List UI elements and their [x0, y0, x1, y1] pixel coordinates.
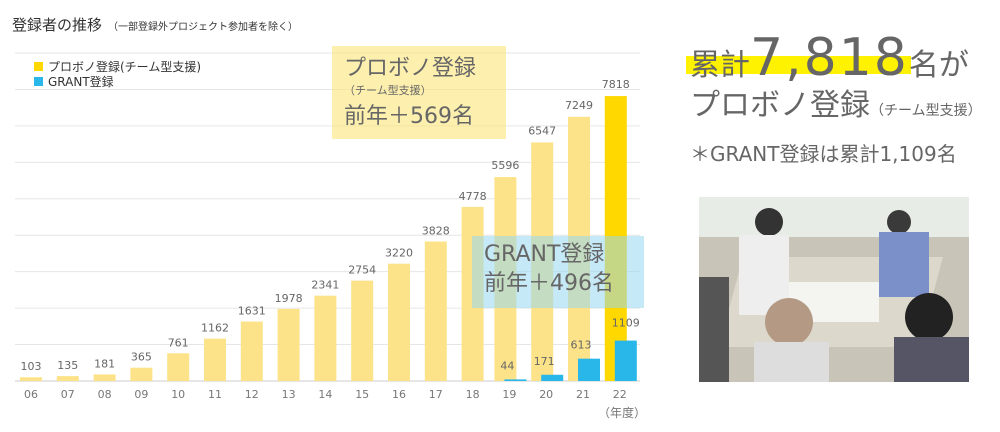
bar-probono [388, 263, 410, 381]
x-tick-label: 13 [282, 388, 296, 401]
subtitle: （一部登録外プロジェクト参加者を除く） [108, 22, 299, 33]
bar-grant [504, 379, 527, 381]
bar-grant [578, 358, 600, 381]
data-label-probono: 2341 [311, 279, 339, 292]
x-tick-label: 17 [429, 388, 443, 401]
data-label-grant: 1109 [612, 317, 640, 330]
data-label-grant: 44 [500, 359, 514, 372]
data-label-probono: 365 [131, 351, 152, 364]
data-label-grant: 171 [534, 355, 555, 368]
bar-grant [614, 340, 637, 381]
summary: 累計7,818名が プロボノ登録（チーム型支援） ＊GRANT登録は累計1,10… [686, 28, 982, 167]
summary-prefix: 累計 [690, 48, 750, 83]
callout-line: GRANT登録 [484, 242, 605, 267]
bar-probono [424, 241, 447, 381]
bar-probono [167, 353, 190, 381]
x-tick-label: 15 [355, 388, 369, 401]
workshop-photo [699, 197, 969, 382]
data-label-probono: 1631 [238, 305, 266, 318]
data-label-grant: 613 [571, 339, 592, 352]
bar-probono [240, 321, 263, 381]
data-label-probono: 2754 [348, 264, 376, 277]
grant-callout: GRANT登録 前年＋496名 [472, 236, 644, 308]
legend-item-probono: プロボノ登録(チーム型支援) [34, 60, 201, 75]
x-tick-label: 12 [245, 388, 259, 401]
legend: プロボノ登録(チーム型支援) GRANT登録 [34, 60, 201, 90]
x-tick-label: 11 [208, 388, 222, 401]
bar-probono [130, 367, 153, 381]
x-tick-label: 20 [539, 388, 553, 401]
data-label-probono: 3220 [385, 247, 413, 260]
summary-suffix: 名が [908, 48, 969, 83]
probono-callout: プロボノ登録 （チーム型支援） 前年＋569名 [332, 46, 506, 139]
data-label-probono: 7249 [565, 99, 593, 112]
x-tick-label: 08 [98, 388, 112, 401]
data-label-probono: 1978 [275, 292, 303, 305]
title-text: 登録者の推移 [12, 16, 103, 34]
x-tick-label: 18 [466, 388, 480, 401]
summary-note: （チーム型支援） [870, 103, 982, 119]
data-label-probono: 4778 [459, 190, 487, 203]
bar-probono [314, 295, 337, 381]
legend-item-grant: GRANT登録 [34, 75, 201, 90]
data-label-probono: 6547 [528, 124, 556, 137]
data-label-probono: 103 [21, 360, 42, 373]
data-label-probono: 761 [168, 336, 189, 349]
data-label-probono: 3828 [422, 224, 450, 237]
summary-total: 7,818 [750, 28, 909, 88]
data-label-probono: 5596 [491, 159, 519, 172]
data-label-probono: 7818 [602, 78, 630, 91]
x-tick-label: 21 [576, 388, 590, 401]
callout-line: 前年＋569名 [344, 104, 474, 129]
x-tick-label: 14 [318, 388, 332, 401]
bar-probono [93, 374, 116, 381]
callout-line: （チーム型支援） [344, 84, 432, 97]
bar-probono [56, 376, 79, 381]
bar-probono [277, 308, 300, 381]
chart-title: 登録者の推移 （一部登録外プロジェクト参加者を除く） [12, 14, 298, 35]
data-label-probono: 181 [94, 357, 115, 370]
x-tick-label: 07 [61, 388, 75, 401]
x-tick-label: 09 [134, 388, 148, 401]
x-unit-label: （年度） [598, 406, 647, 420]
summary-grant-total: ＊GRANT登録は累計1,109名 [690, 142, 957, 166]
data-label-probono: 135 [57, 359, 78, 372]
x-tick-label: 06 [24, 388, 38, 401]
x-tick-label: 19 [502, 388, 516, 401]
x-tick-label: 16 [392, 388, 406, 401]
summary-line2: プロボノ登録 [690, 88, 870, 123]
bar-grant [541, 374, 564, 381]
bar-probono [204, 338, 226, 381]
callout-line: プロボノ登録 [344, 56, 477, 81]
x-tick-label: 22 [613, 388, 627, 401]
x-tick-label: 10 [171, 388, 185, 401]
bar-probono [20, 377, 42, 381]
highlight-marker [686, 56, 911, 74]
bar-probono [351, 280, 374, 381]
data-label-probono: 1162 [201, 322, 229, 335]
callout-line: 前年＋496名 [484, 271, 614, 296]
